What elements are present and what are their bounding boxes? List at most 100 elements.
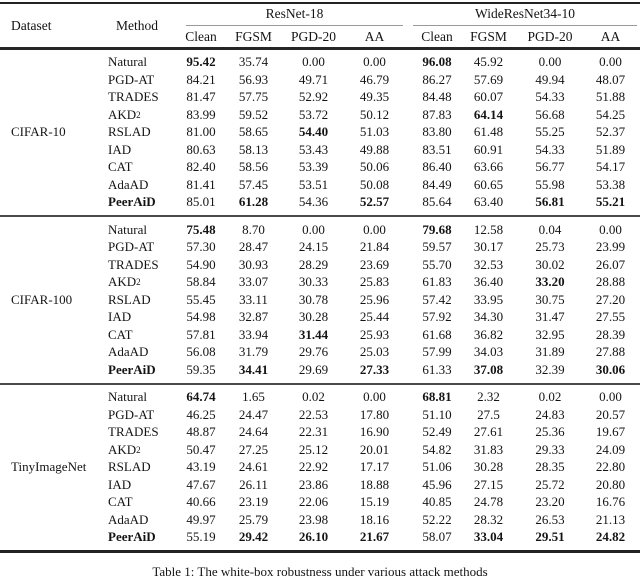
method-label: AKD 2 [108,274,141,290]
value-cell: 58.84 [186,274,216,290]
value-cell: 49.94 [535,71,565,87]
value-cell: 31.83 [473,441,504,457]
value-cell: 57.30 [186,239,216,255]
method-label: PGD-AT [108,239,155,255]
method-label: RSLAD [108,124,151,140]
value-cell: 51.06 [422,459,452,475]
value-cell: 81.41 [186,176,216,192]
value-cell: 49.88 [359,141,390,157]
col-header-fgsm: FGSM [235,28,272,44]
value-cell: 64.74 [186,389,216,405]
value-cell: 55.19 [186,529,216,545]
value-cell: 53.38 [595,176,626,192]
method-label: PGD-AT [108,71,155,87]
value-cell: 25.03 [359,344,390,360]
method-label: Natural [108,54,147,70]
value-cell: 0.04 [538,221,562,237]
value-cell: 50.47 [186,441,216,457]
method-label: Natural [108,389,147,405]
value-cell: 54.17 [595,159,626,175]
value-cell: 59.52 [238,106,269,122]
table-body: CIFAR-10 Natural 95.42 35.74 0.00 0.00 96.08 45… [0,50,640,553]
value-cell: 24.78 [473,494,504,510]
value-cell: 61.33 [422,361,452,377]
value-cell: 60.65 [473,176,504,192]
value-cell: 12.58 [473,221,504,237]
col-header-aa: AA [364,28,385,44]
method-label: IAD [108,309,132,325]
value-cell: 0.00 [363,389,386,405]
value-cell: 32.53 [473,256,504,272]
value-cell: 53.43 [298,141,329,157]
value-cell: 27.25 [238,441,269,457]
value-cell: 26.07 [595,256,626,272]
value-cell: 55.45 [186,291,216,307]
value-cell: 61.48 [473,124,504,140]
value-cell: 0.00 [599,221,622,237]
value-cell: 59.35 [186,361,216,377]
value-cell: 33.20 [535,274,565,290]
value-cell: 53.72 [298,106,329,122]
method-label: CAT [108,326,133,342]
value-cell: 32.39 [535,361,565,377]
value-cell: 24.82 [595,529,626,545]
dataset-block: TinyImageNet Natural 64.74 1.65 0.02 0.00 68.8… [3,385,640,551]
dataset-block: CIFAR-10 Natural 95.42 35.74 0.00 0.00 96.08 45… [3,50,640,216]
value-cell: 57.69 [473,71,504,87]
value-cell: 52.57 [359,194,390,210]
value-cell: 37.08 [473,361,504,377]
value-cell: 45.92 [473,54,504,70]
value-cell: 54.36 [298,194,329,210]
value-cell: 58.13 [238,141,269,157]
value-cell: 30.28 [473,459,504,475]
value-cell: 51.03 [359,124,390,140]
col-header-aa: AA [600,28,621,44]
value-cell: 24.83 [535,406,565,422]
value-cell: 24.15 [298,239,329,255]
value-cell: 26.53 [535,511,565,527]
value-cell: 17.17 [359,459,390,475]
value-cell: 84.49 [422,176,452,192]
value-cell: 61.83 [422,274,452,290]
method-label: AKD 2 [108,441,141,457]
value-cell: 56.68 [535,106,565,122]
value-cell: 0.00 [363,54,386,70]
value-cell: 23.99 [595,239,626,255]
value-cell: 51.88 [595,89,626,105]
value-cell: 8.70 [242,221,265,237]
value-cell: 57.99 [422,344,452,360]
value-cell: 60.07 [473,89,504,105]
table-top-rule [0,2,640,4]
value-cell: 30.93 [238,256,269,272]
value-cell: 43.19 [186,459,216,475]
value-cell: 61.28 [238,194,269,210]
value-cell: 54.33 [535,141,565,157]
value-cell: 23.19 [238,494,269,510]
value-cell: 0.02 [538,389,562,405]
value-cell: 58.56 [238,159,269,175]
value-cell: 56.08 [186,344,216,360]
value-cell: 27.20 [595,291,626,307]
value-cell: 50.06 [359,159,390,175]
col-header-clean: Clean [421,28,453,44]
value-cell: 81.00 [186,124,216,140]
table-caption: Table 1: The white-box robustness under … [152,563,488,579]
value-cell: 50.08 [359,176,390,192]
value-cell: 30.06 [595,361,626,377]
value-cell: 80.63 [186,141,216,157]
value-cell: 28.35 [535,459,565,475]
value-cell: 40.66 [186,494,216,510]
col-header-pgd20: PGD-20 [527,28,573,44]
method-label: PGD-AT [108,406,155,422]
value-cell: 54.90 [186,256,216,272]
value-cell: 27.33 [359,361,390,377]
col-header-fgsm: FGSM [470,28,507,44]
value-cell: 27.61 [473,424,504,440]
value-cell: 86.27 [422,71,452,87]
method-label: AdaAD [108,176,149,192]
value-cell: 22.06 [298,494,329,510]
table-bottom-rule [0,550,640,553]
method-label: AKD 2 [108,106,141,122]
value-cell: 1.65 [242,389,265,405]
value-cell: 27.15 [473,476,504,492]
